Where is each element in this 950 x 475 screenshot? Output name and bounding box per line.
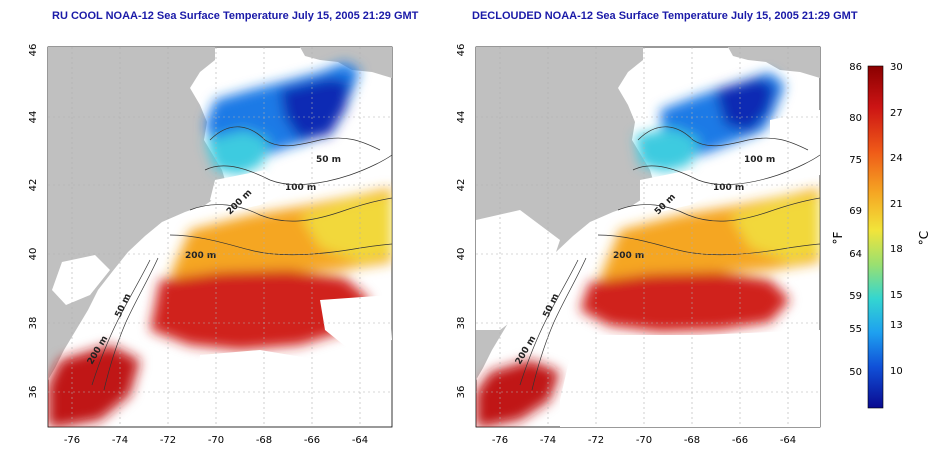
f-tick: 50 <box>849 367 862 378</box>
right-lon-tick: -64 <box>780 435 796 446</box>
f-tick: 86 <box>849 62 862 73</box>
right-lat-tick: 46 <box>456 44 467 57</box>
fahrenheit-unit-label: °F <box>831 231 845 244</box>
f-tick: 55 <box>849 324 862 335</box>
left-lon-tick: -68 <box>256 435 272 446</box>
right-cloud-b <box>476 210 560 330</box>
left-grid-lines <box>48 47 392 427</box>
left-lon-tick: -66 <box>304 435 320 446</box>
right-nova-scotia <box>728 47 820 78</box>
c-tick: 27 <box>890 108 903 119</box>
left-nova-scotia <box>300 47 392 78</box>
right-isobath-200m: 200 m <box>613 251 644 261</box>
right-map-body: 100 m 100 m 50 m 200 m 50 m 200 m <box>476 47 820 427</box>
c-tick: 21 <box>890 199 903 210</box>
left-south-hot2 <box>48 345 140 427</box>
left-lat-tick: 46 <box>28 44 39 57</box>
c-tick: 10 <box>890 366 903 377</box>
right-lon-tick: -70 <box>636 435 652 446</box>
colorbar-gradient <box>867 65 884 409</box>
f-tick: 80 <box>849 113 862 124</box>
left-gom-deep-cold <box>280 78 350 140</box>
left-south-hot <box>150 270 370 350</box>
right-isobath-100m: 100 m <box>713 183 744 193</box>
right-shelf-cool <box>635 128 700 172</box>
f-tick: 69 <box>849 206 862 217</box>
f-tick: 64 <box>849 249 862 260</box>
left-cloud-d <box>320 295 392 350</box>
right-south-hot2 <box>476 360 560 427</box>
f-tick: 59 <box>849 291 862 302</box>
left-cloud-c <box>195 350 340 415</box>
right-gom-deep-cold <box>715 78 775 132</box>
left-cloud-a <box>210 170 290 212</box>
left-lat-tick: 36 <box>28 386 39 399</box>
left-isobath-100m: 100 m <box>285 183 316 193</box>
right-lat-tick: 38 <box>456 317 467 330</box>
right-lat-tick: 40 <box>456 248 467 261</box>
right-map-panel: 100 m 100 m 50 m 200 m 50 m 200 m <box>456 44 821 446</box>
left-land-mass <box>48 47 228 380</box>
temperature-colorbar: 86 80 75 69 64 59 55 50 30 27 24 21 18 1… <box>831 62 931 409</box>
c-tick: 13 <box>890 320 903 331</box>
left-panel-title: RU COOL NOAA-12 Sea Surface Temperature … <box>52 10 419 22</box>
right-lat-tick: 36 <box>456 386 467 399</box>
c-tick: 30 <box>890 62 903 73</box>
right-isobaths <box>519 126 820 391</box>
colorbar-celsius-ticks: 30 27 24 21 18 15 13 10 <box>890 62 903 377</box>
colorbar-fahrenheit-ticks: 86 80 75 69 64 59 55 50 <box>849 62 862 378</box>
right-south-hot <box>580 272 790 332</box>
right-gulfstream-yellow <box>730 195 820 262</box>
right-axis-labels: -76 -74 -72 -70 -68 -66 -64 36 38 40 42 … <box>456 44 796 446</box>
left-isobaths <box>91 126 392 391</box>
c-tick: 15 <box>890 290 903 301</box>
left-map-body: 50 m 100 m 200 m 200 m 50 m 200 m <box>48 47 392 427</box>
c-tick: 24 <box>890 153 903 164</box>
left-lon-tick: -64 <box>352 435 368 446</box>
right-isobath-100m-north: 100 m <box>744 155 775 165</box>
right-grid-lines <box>476 47 820 427</box>
right-lon-tick: -76 <box>492 435 508 446</box>
left-map-panel: 50 m 100 m 200 m 200 m 50 m 200 m <box>28 44 393 446</box>
right-lon-tick: -66 <box>732 435 748 446</box>
c-tick: 18 <box>890 244 903 255</box>
left-lon-tick: -70 <box>208 435 224 446</box>
right-lat-tick: 42 <box>456 179 467 192</box>
right-lon-tick: -74 <box>540 435 556 446</box>
left-shelf-cool <box>205 130 270 175</box>
left-lat-tick: 38 <box>28 317 39 330</box>
left-lon-tick: -74 <box>112 435 128 446</box>
right-lon-tick: -68 <box>684 435 700 446</box>
left-isobath-200m: 200 m <box>185 251 216 261</box>
left-lat-tick: 42 <box>28 179 39 192</box>
left-lon-tick: -76 <box>64 435 80 446</box>
left-axis-labels: -76 -74 -72 -70 -68 -66 -64 36 38 40 42 … <box>28 44 368 446</box>
celsius-unit-label: °C <box>917 231 931 245</box>
right-panel-title: DECLOUDED NOAA-12 Sea Surface Temperatur… <box>472 10 858 22</box>
f-tick: 75 <box>849 155 862 166</box>
right-cloud-c <box>560 330 820 427</box>
left-isobath-100m-north: 50 m <box>316 155 341 165</box>
right-lon-tick: -72 <box>588 435 604 446</box>
left-cloud-b <box>52 255 110 305</box>
left-lat-tick: 44 <box>28 111 39 124</box>
left-gulfstream-yellow <box>300 195 392 262</box>
left-lon-tick: -72 <box>160 435 176 446</box>
right-lat-tick: 44 <box>456 111 467 124</box>
left-lat-tick: 40 <box>28 248 39 261</box>
